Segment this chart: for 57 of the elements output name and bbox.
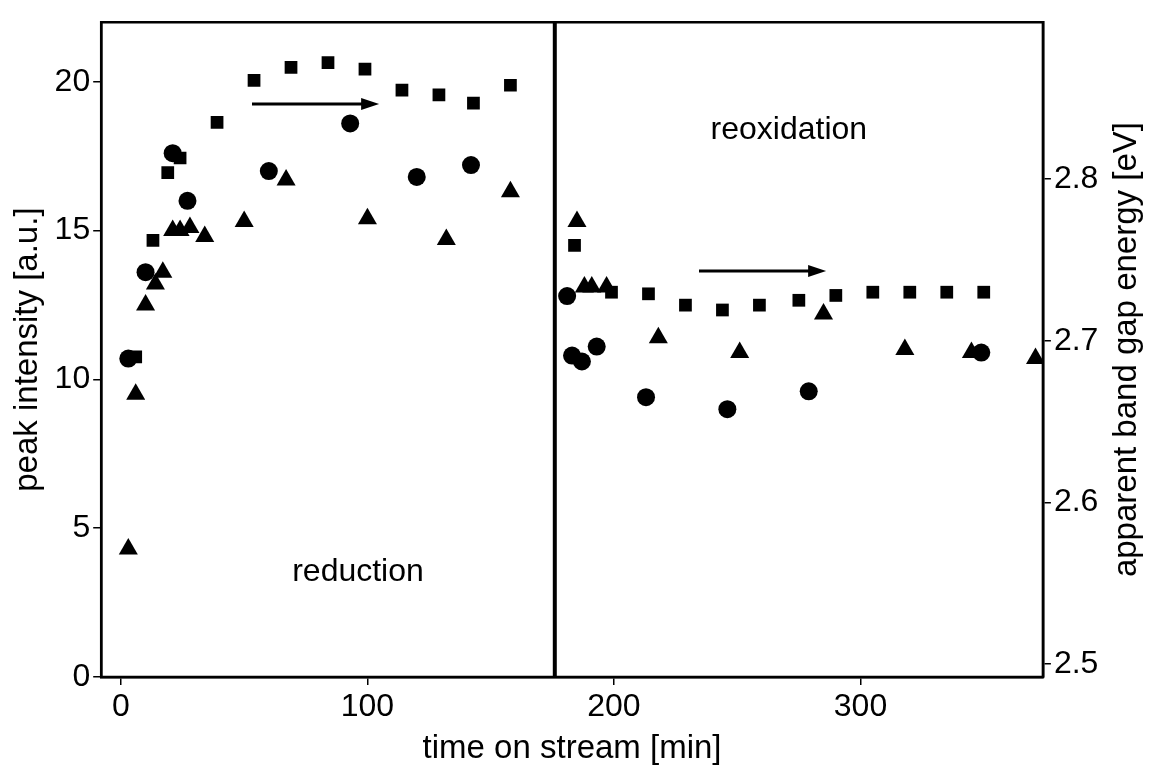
point xyxy=(136,293,156,311)
point xyxy=(730,341,750,359)
point xyxy=(145,273,165,290)
point xyxy=(118,538,138,555)
point xyxy=(648,326,668,344)
x-tick-label: 300 xyxy=(833,687,888,724)
point xyxy=(895,338,915,356)
point xyxy=(129,350,143,364)
point xyxy=(357,207,377,225)
point xyxy=(605,285,618,299)
annotation: reduction xyxy=(292,552,424,589)
point xyxy=(829,289,843,302)
point xyxy=(1025,347,1043,365)
point xyxy=(753,298,766,312)
point xyxy=(153,261,173,278)
y-tick-label: 15 xyxy=(54,210,91,247)
y-tick-label: 5 xyxy=(72,508,91,545)
y-tick-label: 10 xyxy=(54,359,91,396)
point xyxy=(247,74,261,87)
x-axis-title: time on stream [min] xyxy=(422,728,722,766)
point xyxy=(568,238,581,252)
point xyxy=(567,210,587,228)
y2-tick-label: 2.5 xyxy=(1053,643,1099,680)
annotation: reoxidation xyxy=(710,110,868,147)
point xyxy=(284,61,298,74)
y2-tick-label: 2.6 xyxy=(1053,482,1099,519)
x-tick-label: 100 xyxy=(340,687,395,724)
point xyxy=(977,285,991,299)
point xyxy=(467,96,480,110)
point xyxy=(642,287,655,301)
y-tick-label: 0 xyxy=(72,656,91,693)
y-tick-label: 20 xyxy=(54,61,91,98)
point xyxy=(792,293,806,307)
point xyxy=(321,56,335,69)
point xyxy=(210,116,224,129)
point xyxy=(234,210,254,228)
point xyxy=(195,225,215,242)
point xyxy=(146,234,160,247)
point xyxy=(504,78,517,92)
y2-tick-label: 2.7 xyxy=(1053,320,1099,357)
point xyxy=(866,285,880,299)
point xyxy=(436,228,456,245)
point xyxy=(126,383,146,400)
point xyxy=(813,302,834,320)
point xyxy=(716,303,729,317)
point xyxy=(679,298,692,312)
point xyxy=(500,180,520,198)
x-tick-label: 200 xyxy=(587,687,641,724)
point xyxy=(903,285,917,299)
y2-axis-title: apparent band gap energy [eV] xyxy=(1106,122,1144,578)
point xyxy=(276,168,296,186)
x-tick-label: 0 xyxy=(112,687,130,724)
point xyxy=(582,276,602,293)
y2-tick-label: 2.8 xyxy=(1053,158,1099,195)
y-axis-title: peak intensity [a.u.] xyxy=(6,207,44,492)
point xyxy=(161,166,175,179)
point xyxy=(940,285,954,299)
